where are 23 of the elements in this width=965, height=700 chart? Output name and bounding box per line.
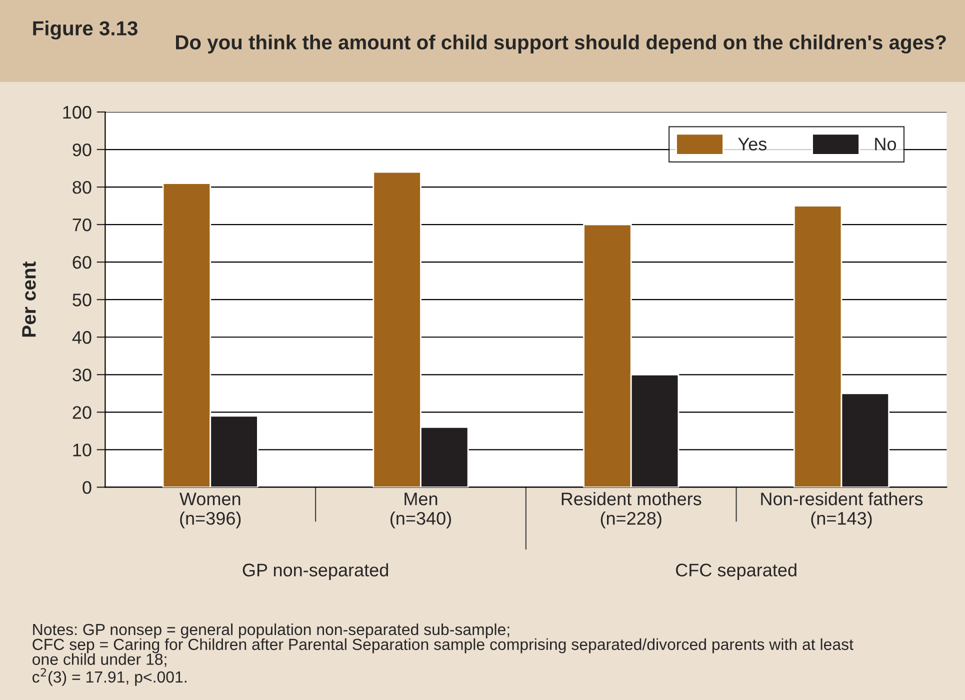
x-tick-label: Non-resident fathers (n=143) [761, 492, 923, 528]
chart-subtitle: Do you think the amount of child support should depend on the children's ages? [176, 34, 946, 54]
chart-title: Figure 3.13 [33, 20, 138, 40]
y-tick-label: 60 [72, 256, 92, 269]
y-axis-title: Per cent [22, 261, 36, 337]
y-tick-label: 80 [72, 180, 92, 194]
x-tick-label: Men (n=340) [390, 492, 451, 528]
text: CFC separated [676, 563, 796, 580]
text: Notes: GP nonsep = general population non-separated sub-sample; CFC sep = Caring for Children after Parental Separation sample comprising separated/divorced parents with at least one child under 18; c$^{2}$(3) = 17.91, p<.001. [32, 623, 854, 686]
y-tick-label: 70 [72, 218, 92, 232]
y-tick-label: 20 [72, 406, 92, 419]
x-tick-label: Resident mothers (n=228) [562, 492, 702, 528]
legend-label: No [875, 138, 896, 150]
y-tick-label: 10 [73, 444, 92, 456]
text: GP non-separated [242, 563, 388, 580]
y-tick-label: 0 [82, 481, 92, 494]
y-tick-label: 90 [72, 143, 92, 156]
y-tick-label: 30 [72, 368, 92, 382]
y-tick-label: 40 [72, 331, 92, 344]
legend-label: Yes [738, 138, 766, 150]
y-tick-label: 100 [63, 106, 92, 119]
x-tick-label: Women (n=396) [180, 492, 241, 528]
y-tick-label: 50 [72, 294, 92, 306]
